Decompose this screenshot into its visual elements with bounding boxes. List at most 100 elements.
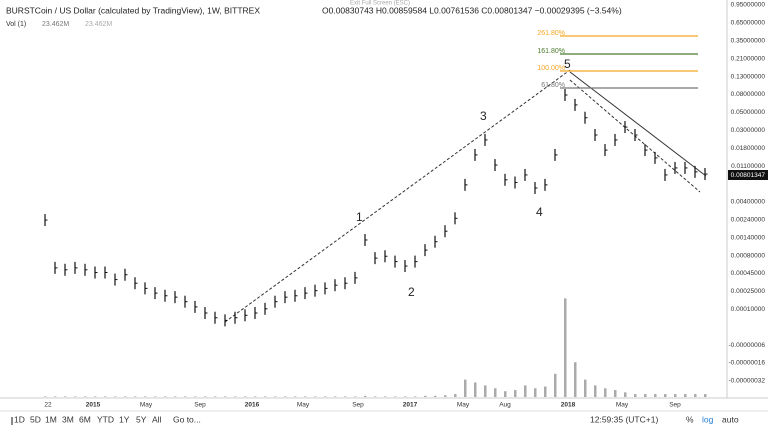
price-tick-label: 0.21000000 — [731, 55, 766, 62]
volume-bar — [604, 388, 607, 397]
volume-bar — [294, 396, 297, 397]
wave-label: 4 — [536, 205, 543, 219]
volume-bar — [54, 396, 57, 397]
trend-line — [569, 71, 707, 177]
volume-bar — [584, 379, 587, 397]
price-tick-label: 0.01100000 — [731, 163, 765, 170]
price-tick-label: 0.00400000 — [731, 199, 766, 206]
volume-bar — [344, 396, 347, 397]
symbol-title: BURSTCoin / US Dollar (calculated by Tra… — [6, 5, 260, 15]
time-tick-label: 2018 — [561, 402, 576, 409]
volume-bar — [524, 385, 527, 397]
volume-bar — [654, 394, 657, 397]
volume-bar — [554, 373, 557, 397]
wave-label: 5 — [564, 57, 571, 71]
volume-bar — [374, 396, 377, 397]
volume-bar — [274, 396, 277, 397]
volume-bar — [64, 396, 67, 397]
range-button[interactable]: 5D — [30, 414, 41, 424]
current-price: 0.00801347 — [731, 172, 766, 179]
volume-bar — [494, 388, 497, 397]
time-tick-label: Sep — [352, 402, 364, 409]
volume-bar — [354, 396, 357, 397]
volume-bar — [684, 394, 687, 397]
volume-bar — [114, 396, 117, 397]
volume-bar — [334, 396, 337, 397]
volume-bar — [224, 396, 227, 397]
log-button[interactable]: log — [702, 414, 714, 424]
price-tick-label: 0.13000000 — [731, 73, 766, 80]
volume-bar — [484, 385, 487, 397]
fib-label: 61.80% — [541, 82, 565, 89]
price-tick-label: 0.00025000 — [731, 288, 766, 295]
fib-label: 261.80% — [537, 30, 565, 37]
price-tick-label: -0.00000006 — [728, 342, 765, 349]
volume-bar — [704, 394, 707, 397]
volume-bar — [144, 396, 147, 397]
price-tick-label: 0.95000000 — [731, 2, 766, 9]
trend-line — [224, 69, 571, 323]
time-tick-label: May — [297, 402, 310, 409]
time-tick-label: 22 — [44, 402, 52, 409]
volume-bar — [204, 396, 207, 397]
range-button[interactable]: YTD — [97, 414, 114, 424]
current-price-tag — [728, 170, 768, 180]
percent-button[interactable]: % — [686, 414, 694, 424]
volume-bar — [644, 394, 647, 397]
wave-label: 3 — [480, 109, 487, 123]
price-tick-label: 0.01800000 — [731, 145, 766, 152]
time-tick-label: Aug — [499, 402, 511, 409]
time-tick-label: 2015 — [86, 402, 101, 409]
auto-button[interactable]: auto — [722, 414, 739, 424]
range-button[interactable]: 1M — [45, 414, 57, 424]
range-button[interactable]: All — [152, 414, 162, 424]
price-tick-label: 0.00140000 — [731, 234, 766, 241]
volume-bar — [304, 396, 307, 397]
price-tick-label: 0.03000000 — [731, 127, 766, 134]
volume-bar — [314, 396, 317, 397]
wave-label: 1 — [356, 210, 363, 224]
volume-bar — [214, 396, 217, 397]
time-tick-label: 2017 — [403, 402, 418, 409]
exit-fullscreen[interactable]: Exit Full Screen (ESC) — [350, 1, 410, 7]
volume-bar — [504, 391, 507, 397]
time-tick-label: 2016 — [245, 402, 260, 409]
range-button[interactable]: 1D — [14, 414, 25, 424]
range-button[interactable]: 3M — [62, 414, 74, 424]
volume-bar — [384, 396, 387, 397]
volume-bar — [664, 394, 667, 397]
volume-bar — [84, 396, 87, 397]
volume-bar — [264, 396, 267, 397]
volume-bar — [564, 298, 567, 397]
volume-bar — [414, 396, 417, 397]
volume-bar — [254, 396, 257, 397]
ohlc: O0.00830743 H0.00859584 L0.00761536 C0.0… — [322, 5, 622, 15]
volume-bar — [154, 396, 157, 397]
volume-bar — [324, 396, 327, 397]
volume-bar — [624, 392, 627, 397]
range-button[interactable]: 1Y — [119, 414, 130, 424]
goto-button[interactable]: Go to... — [173, 414, 201, 424]
volume-bar — [474, 382, 477, 397]
range-button[interactable]: 5Y — [136, 414, 147, 424]
toolbar-handle — [11, 417, 13, 425]
time-tick-label: Sep — [669, 402, 681, 409]
volume-bar — [94, 396, 97, 397]
time-tick-label: Sep — [194, 402, 206, 409]
price-tick-label: 0.00240000 — [731, 217, 766, 224]
price-tick-label: -0.00000016 — [728, 360, 765, 367]
volume-bar — [574, 362, 577, 397]
volume-bar — [194, 396, 197, 397]
volume-bar — [514, 390, 517, 397]
volume-bar — [364, 395, 367, 397]
volume-bar — [594, 385, 597, 397]
wave-label: 2 — [408, 285, 415, 299]
price-tick-label: 0.05000000 — [731, 109, 766, 116]
price-tick-label: 0.65000000 — [731, 20, 766, 27]
price-tick-label: 0.08000000 — [731, 91, 766, 98]
volume-bar — [184, 396, 187, 397]
range-button[interactable]: 6M — [79, 414, 91, 424]
volume-bar — [124, 396, 127, 397]
volume-bar — [44, 396, 47, 397]
